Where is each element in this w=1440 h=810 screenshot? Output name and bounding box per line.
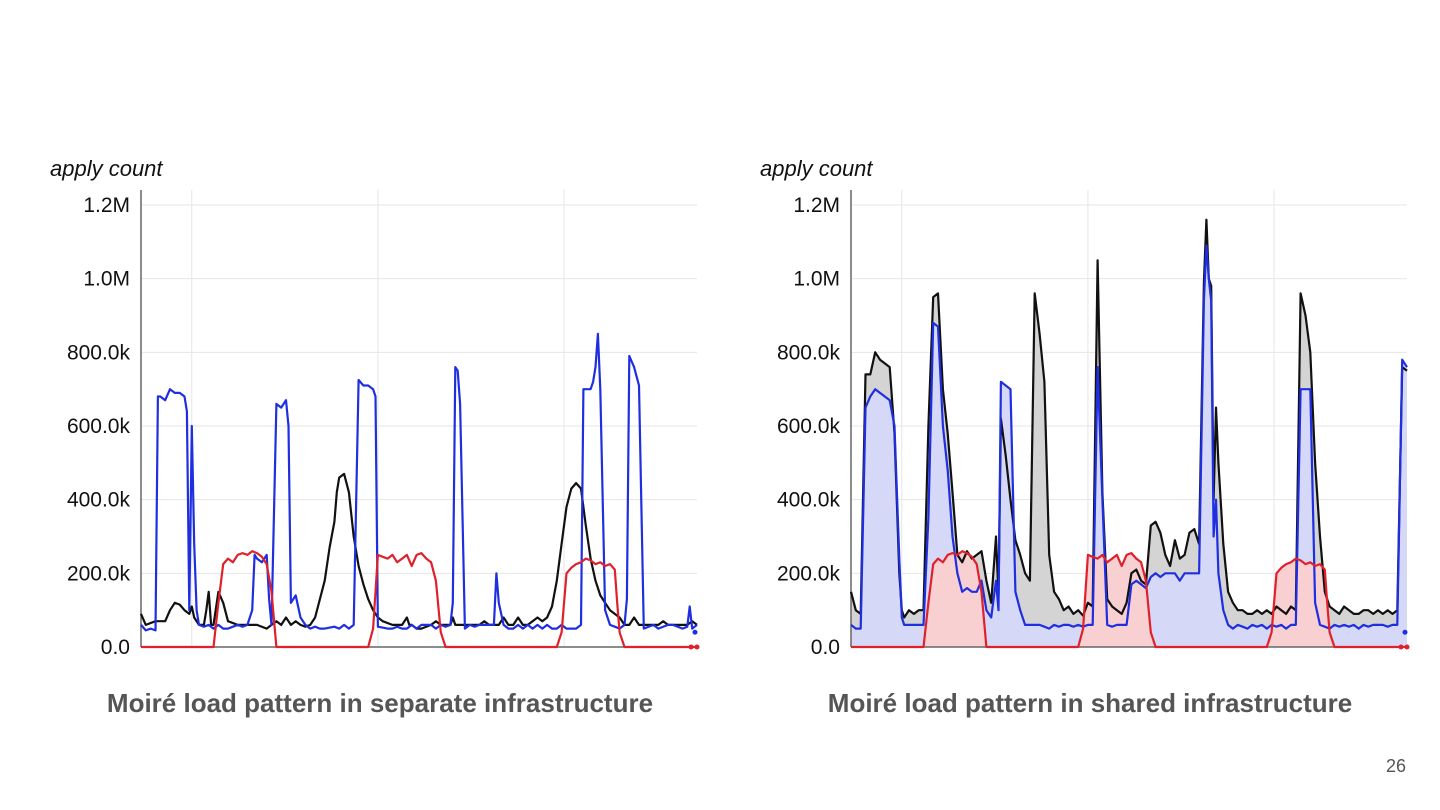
y-tick-label: 0.0 — [101, 636, 130, 659]
series-line-black — [849, 218, 1408, 619]
y-tick-label: 200.0k — [67, 562, 131, 585]
series-end-marker — [692, 629, 698, 635]
chart-shared: apply count 0.0 200.0k 400.0k 600.0k 800.0k 1.… — [760, 156, 1410, 659]
y-tick-label: 1.0M — [83, 268, 130, 291]
series-line-red — [141, 550, 697, 649]
series-line-red — [851, 550, 1407, 649]
series-end-marker — [688, 644, 694, 650]
y-tick-label: 1.2M — [793, 194, 840, 217]
series-end-marker — [1398, 644, 1404, 650]
series-line-black — [139, 472, 698, 630]
chart-title-separate: Moiré load pattern in separate infrastru… — [106, 688, 654, 718]
chart-separate: apply count 0.0 200.0k 400.0k 600.0k 800.0k 1.… — [50, 156, 700, 659]
series-end-marker — [1404, 644, 1410, 650]
y-tick-label: 0.0 — [811, 636, 840, 659]
y-tick-label: 400.0k — [67, 489, 131, 512]
y-tick-label: 1.2M — [83, 194, 130, 217]
chart-title-shared: Moiré load pattern in shared infrastruct… — [827, 688, 1353, 718]
series-line-blue — [850, 244, 1408, 630]
page-number: 26 — [1385, 756, 1406, 776]
y-tick-label: 600.0k — [777, 415, 841, 438]
y-tick-label: 200.0k — [777, 562, 841, 585]
y-tick-label: 800.0k — [777, 341, 841, 364]
y-tick-label: 1.0M — [793, 268, 840, 291]
y-tick-label: 600.0k — [67, 415, 131, 438]
series-end-marker — [1402, 629, 1408, 635]
y-tick-label: 800.0k — [67, 341, 131, 364]
series-line-blue — [140, 332, 698, 632]
y-axis-title: apply count — [50, 156, 163, 181]
y-tick-label: 400.0k — [777, 489, 841, 512]
series-end-marker — [694, 644, 700, 650]
y-axis-title: apply count — [760, 156, 873, 181]
